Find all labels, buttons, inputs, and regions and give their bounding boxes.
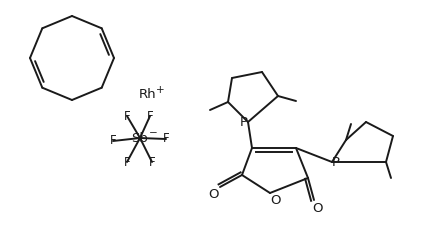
Text: −: − — [148, 128, 157, 138]
Text: F: F — [163, 133, 169, 145]
Text: F: F — [124, 155, 130, 168]
Text: O: O — [209, 188, 219, 201]
Text: F: F — [147, 110, 153, 123]
Text: F: F — [124, 110, 130, 123]
Text: P: P — [332, 155, 340, 168]
Text: Rh: Rh — [139, 89, 157, 102]
Text: Sb: Sb — [132, 131, 148, 144]
Text: F: F — [149, 155, 155, 168]
Text: P: P — [240, 116, 248, 129]
Text: O: O — [313, 202, 323, 215]
Text: +: + — [155, 85, 164, 95]
Text: O: O — [271, 195, 281, 208]
Text: F: F — [110, 134, 117, 147]
